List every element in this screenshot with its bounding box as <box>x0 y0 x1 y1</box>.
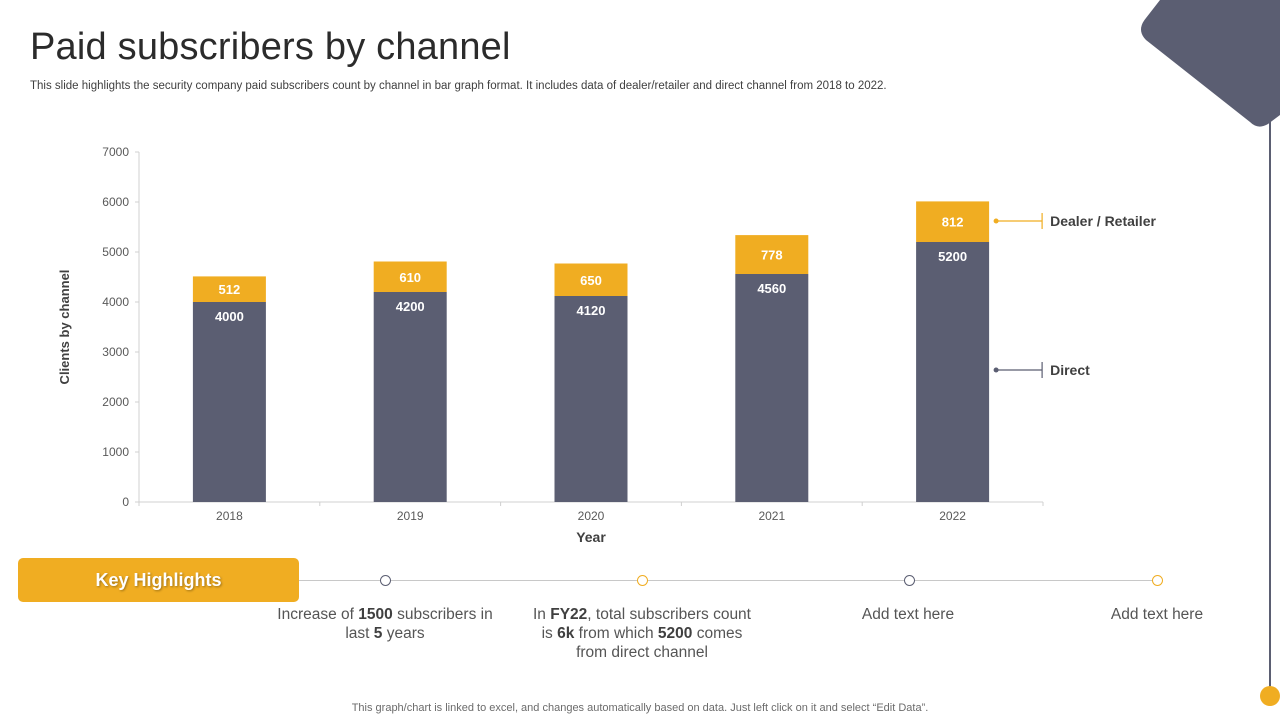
side-accent-dot <box>1260 686 1280 706</box>
bar-dealer <box>735 235 809 274</box>
highlight-text: Add text here <box>1110 606 1204 623</box>
bar-label-dealer: 610 <box>399 270 421 285</box>
legend-dealer-label: Dealer / Retailer <box>1050 213 1156 229</box>
timeline-dot <box>1152 575 1163 586</box>
page-subtitle: This slide highlights the security compa… <box>30 80 887 92</box>
bar-direct <box>192 302 266 502</box>
side-accent-line <box>1269 120 1271 690</box>
bar-direct <box>735 274 809 502</box>
y-tick-label: 2000 <box>102 395 129 409</box>
bar-label-direct: 5200 <box>938 249 967 264</box>
bar-label-dealer: 650 <box>580 273 602 288</box>
bar-direct <box>554 296 628 502</box>
bar-dealer <box>192 276 266 302</box>
bar-direct <box>916 242 990 502</box>
x-tick-label: 2018 <box>216 509 243 523</box>
timeline-line <box>299 580 1161 581</box>
timeline-dot <box>637 575 648 586</box>
y-tick-label: 1000 <box>102 445 129 459</box>
y-tick-label: 4000 <box>102 295 129 309</box>
y-tick-label: 6000 <box>102 195 129 209</box>
bar-label-direct: 4120 <box>577 303 606 318</box>
bar-label-dealer: 812 <box>942 215 964 230</box>
x-tick-label: 2021 <box>758 509 785 523</box>
timeline-dot <box>904 575 915 586</box>
highlight-text: Add text here <box>861 606 955 623</box>
key-highlights-label: Key Highlights <box>95 569 222 590</box>
highlight-text: In FY22, total subscribers count is 6k f… <box>533 606 751 661</box>
bar-label-direct: 4000 <box>215 309 244 324</box>
bar-dealer <box>373 261 447 292</box>
page-title: Paid subscribers by channel <box>30 26 511 68</box>
footer-note: This graph/chart is linked to excel, and… <box>351 702 929 714</box>
bar-label-direct: 4200 <box>396 299 425 314</box>
stacked-bar-chart: 0 1000 2000 3000 4000 5000 6000 7000 4000 512 2018… <box>57 145 1156 545</box>
bar-label-dealer: 778 <box>761 248 783 263</box>
bar-dealer <box>554 263 628 296</box>
legend-direct-label: Direct <box>1050 362 1090 378</box>
highlight-text: Increase of 1500 subscribers in last 5 y… <box>277 606 493 642</box>
y-tick-label: 5000 <box>102 245 129 259</box>
bar-label-dealer: 512 <box>219 282 241 297</box>
bar-direct <box>373 292 447 502</box>
x-tick-label: 2022 <box>939 509 966 523</box>
timeline-dot <box>380 575 391 586</box>
x-tick-label: 2019 <box>397 509 424 523</box>
y-tick-label: 3000 <box>102 345 129 359</box>
y-tick-label: 7000 <box>102 145 129 159</box>
x-axis-title: Year <box>576 529 606 545</box>
corner-decoration <box>1141 0 1280 127</box>
bar-label-direct: 4560 <box>757 281 786 296</box>
key-highlights-banner: Key Highlights <box>18 558 299 602</box>
y-axis-title: Clients by channel <box>57 270 72 385</box>
y-tick-label: 0 <box>122 495 129 509</box>
bar-dealer <box>916 201 990 242</box>
x-tick-label: 2020 <box>578 509 605 523</box>
